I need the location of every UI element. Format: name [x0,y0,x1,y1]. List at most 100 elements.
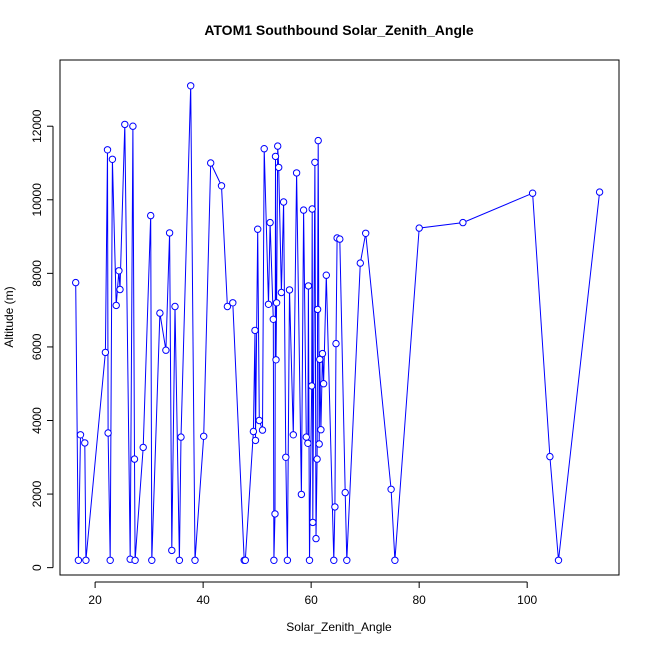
data-point [175,556,184,564]
y-axis: 0 2000 4000 6000 8000 10000 12000 [30,109,54,571]
data-point [362,229,370,238]
data-point [177,433,185,441]
data-point [275,163,283,172]
data-point [121,120,129,129]
data-point [282,453,290,461]
data-point [302,433,310,441]
data-point [129,122,137,130]
data-point [115,267,123,275]
data-point [171,302,179,311]
chart-title: ATOM1 Southbound Solar_Zenith_Angle [204,22,474,38]
x-axis: 20 40 60 80 100 [88,581,538,607]
data-point [415,224,423,232]
data-point [162,346,170,354]
data-point [322,271,330,279]
x-axis-label: Solar_Zenith_Angle [286,620,392,634]
data-point [104,429,112,437]
data-point [269,315,277,323]
data-point [130,455,139,463]
y-tick-label: 2000 [30,480,44,507]
data-point [304,282,313,290]
data-point [112,301,120,310]
data-point [147,211,155,220]
data-point [297,490,306,499]
data-point [266,218,274,227]
data-point [168,546,176,555]
data-point [341,488,349,497]
y-tick-label: 6000 [30,333,44,360]
data-point [292,169,301,177]
x-tick-label: 40 [196,593,210,607]
data-point [546,452,554,461]
data-point [191,556,199,564]
data-point [255,416,263,425]
data-point [101,348,110,357]
data-point [251,326,259,335]
data-point [304,439,312,447]
data-point [272,356,280,364]
data-point [277,288,286,297]
data-point [313,305,322,314]
data-point [82,556,90,564]
data-point [139,443,147,452]
plot-frame [59,59,620,576]
data-point [311,158,319,167]
data-point [251,436,260,445]
data-point [229,299,237,307]
data-point [271,510,279,518]
data-point [254,225,262,233]
data-point [316,355,324,364]
data-point [271,152,280,161]
data-point [264,300,273,308]
data-point [343,556,351,564]
data-point [74,556,83,564]
data-point [260,145,268,153]
data-point [148,556,156,564]
data-point [156,309,164,317]
data-point [274,142,282,150]
data-point [106,556,114,564]
data-point [165,229,174,237]
data-point [332,339,340,348]
y-tick-label: 10000 [30,183,44,217]
data-point [387,485,395,493]
y-tick-label: 12000 [30,109,44,143]
data-point [272,299,281,307]
data-point [312,534,320,543]
data-point [528,189,537,197]
data-point [391,556,399,564]
data-point [331,503,339,511]
data-point [313,455,321,463]
x-tick-label: 80 [412,593,426,607]
data-point [131,556,139,564]
data-point [336,235,344,243]
data-point [319,380,328,388]
data-point [116,285,124,294]
data-point [72,278,80,287]
data-point [289,431,297,439]
series-points-group [72,82,604,564]
data-point [200,432,208,440]
data-point [285,286,294,294]
data-point [317,426,325,434]
series-line [75,85,601,561]
x-tick-label: 60 [304,593,318,607]
data-point [108,155,117,164]
data-point [223,302,232,311]
data-point [356,259,364,267]
data-point [459,218,467,227]
data-point [279,198,288,206]
data-point [315,440,323,448]
data-point [207,159,215,167]
data-point [308,382,316,390]
data-point [249,427,258,436]
data-point [283,556,292,564]
series-line-group [75,85,601,561]
data-point [270,556,278,564]
data-point [81,439,89,447]
data-point [217,182,226,190]
data-point [309,518,317,527]
data-point [330,556,338,564]
y-axis-label: Altitude (m) [2,286,16,347]
